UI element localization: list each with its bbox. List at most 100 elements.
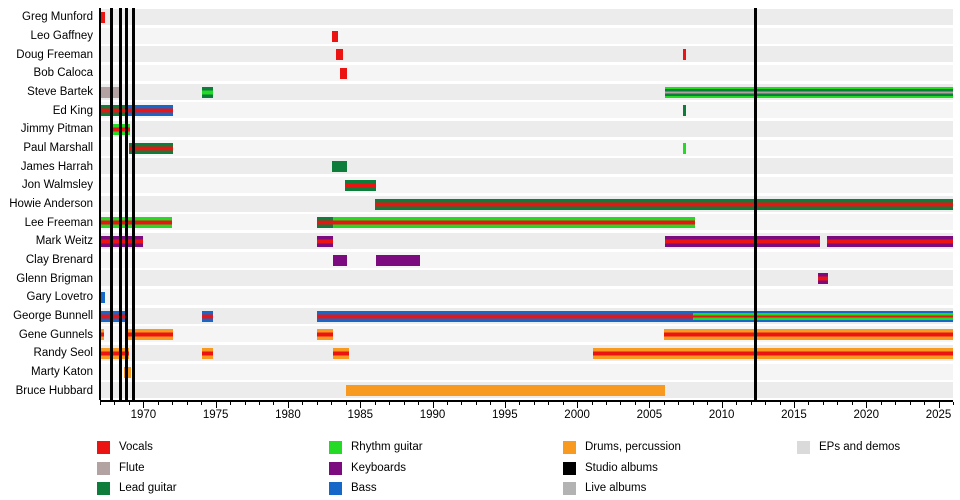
timeline-bar: [100, 105, 129, 117]
axis-minor-tick: [895, 401, 897, 405]
timeline-bar: [100, 329, 105, 341]
member-label: James Harrah: [20, 160, 93, 173]
legend-label: Studio albums: [585, 461, 658, 474]
timeline-bar: [332, 161, 348, 173]
timeline-row: [100, 46, 953, 63]
timeline-bar: [201, 347, 214, 359]
axis-major-tick: [649, 401, 651, 408]
timeline-bar: [100, 291, 106, 303]
axis-minor-tick: [345, 401, 347, 405]
timeline-bar: [201, 86, 214, 98]
timeline-bar: [663, 329, 953, 341]
axis-minor-tick: [244, 401, 246, 405]
axis-minor-tick: [186, 401, 188, 405]
timeline-bar: [332, 254, 348, 266]
axis-minor-tick: [634, 401, 636, 405]
timeline-row: [100, 251, 953, 268]
timeline-bar: [316, 235, 333, 247]
timeline-bar: [374, 198, 953, 210]
axis-minor-tick: [316, 401, 318, 405]
timeline-bar: [100, 86, 119, 98]
timeline-bar: [332, 30, 338, 42]
member-label: Glenn Brigman: [16, 272, 93, 285]
axis-minor-tick: [779, 401, 781, 405]
axis-major-tick: [143, 401, 145, 408]
timeline-bar: [100, 11, 106, 23]
timeline-bar: [128, 105, 173, 117]
timeline-bar: [693, 310, 953, 322]
timeline-bar: [827, 235, 953, 247]
axis-minor-tick: [548, 401, 550, 405]
lead-swatch: [97, 482, 110, 495]
axis-tick-label: 1985: [347, 409, 374, 421]
legend-label: Rhythm guitar: [351, 441, 423, 453]
axis-minor-tick: [533, 401, 535, 405]
member-label: George Bunnell: [13, 310, 93, 322]
timeline-bar: [665, 86, 953, 98]
axis-major-tick: [215, 401, 217, 408]
studio-album-line: [125, 8, 129, 400]
member-label: Jon Walmsley: [21, 179, 93, 192]
timeline-bar: [128, 142, 173, 154]
axis-minor-tick: [606, 401, 608, 405]
flute-swatch: [97, 461, 110, 475]
axis-minor-tick: [707, 401, 709, 405]
axis-minor-tick: [909, 401, 911, 405]
timeline-row: [100, 233, 953, 250]
studio-album-line: [118, 8, 122, 400]
axis-minor-tick: [374, 401, 376, 405]
axis-minor-tick: [924, 401, 926, 405]
axis-minor-tick: [446, 401, 448, 405]
drums-swatch: [563, 441, 576, 454]
axis-major-tick: [938, 401, 940, 408]
timeline-row: [100, 177, 953, 194]
timeline-bar: [376, 254, 420, 266]
member-label: Paul Marshall: [23, 142, 93, 154]
axis-minor-tick: [128, 401, 130, 405]
timeline-row: [100, 270, 953, 287]
legend-label: Keyboards: [351, 461, 406, 474]
timeline-bar: [345, 179, 377, 191]
timeline-bar: [683, 49, 686, 61]
timeline-bar: [593, 347, 953, 359]
plot-left-border: [99, 8, 101, 400]
member-label: Gene Gunnels: [18, 328, 93, 341]
eps-swatch: [797, 441, 810, 454]
vocals-swatch: [97, 441, 110, 454]
timeline-bar: [332, 347, 349, 359]
timeline-bar: [128, 329, 173, 341]
timeline-bar: [201, 310, 214, 322]
axis-minor-tick: [822, 401, 824, 405]
axis-minor-tick: [201, 401, 203, 405]
legend-label: Vocals: [119, 441, 153, 453]
axis-minor-tick: [157, 401, 159, 405]
member-label: Howie Anderson: [9, 198, 93, 210]
axis-minor-tick: [808, 401, 810, 405]
axis-tick-label: 1990: [419, 409, 446, 421]
member-label: Steve Bartek: [27, 86, 93, 98]
member-label: Doug Freeman: [16, 48, 93, 61]
timeline-bar: [100, 310, 129, 322]
member-label: Greg Munford: [22, 11, 93, 24]
axis-minor-tick: [880, 401, 882, 405]
timeline-row: [100, 363, 953, 380]
axis-major-tick: [432, 401, 434, 408]
timeline-row: [100, 9, 953, 26]
legend-label: Live albums: [585, 482, 647, 494]
axis-tick-label: 2015: [781, 409, 807, 421]
timeline-bar: [332, 217, 695, 229]
timeline-bar: [339, 67, 348, 79]
axis-minor-tick: [692, 401, 694, 405]
member-label: Lee Freeman: [24, 216, 93, 229]
studio-album-line: [754, 8, 758, 400]
legend-label: Flute: [119, 461, 145, 474]
timeline-bar: [665, 235, 820, 247]
timeline-bar: [683, 105, 686, 117]
member-label: Clay Brenard: [25, 254, 93, 266]
axis-minor-tick: [562, 401, 564, 405]
studio-swatch: [563, 461, 576, 475]
axis-tick-label: 1995: [492, 409, 518, 421]
timeline-bar: [336, 49, 343, 61]
axis-minor-tick: [678, 401, 680, 405]
